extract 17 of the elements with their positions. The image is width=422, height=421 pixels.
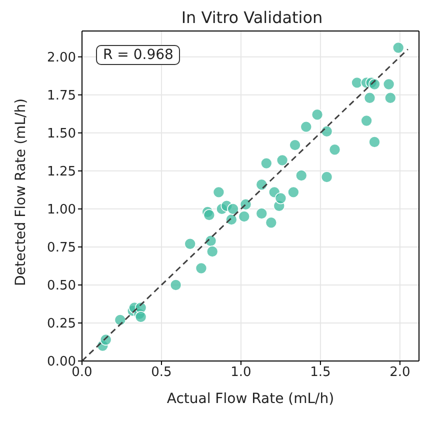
y-tick-label: 1.00 bbox=[47, 202, 76, 218]
x-tick-label: 0.5 bbox=[151, 365, 172, 380]
y-tick-label: 0.75 bbox=[47, 240, 76, 256]
x-tick-label: 0.0 bbox=[72, 365, 92, 380]
y-tick-label: 1.50 bbox=[47, 126, 76, 142]
y-tick-label: 1.25 bbox=[47, 164, 76, 180]
x-tick-label: 2.0 bbox=[390, 365, 410, 380]
annotation: R = 0.968 bbox=[96, 45, 180, 65]
y-tick-label: 2.00 bbox=[47, 50, 76, 66]
x-tick-label: 1.0 bbox=[230, 365, 252, 380]
y-tick-label: 1.75 bbox=[47, 88, 76, 104]
y-tick-label: 0.25 bbox=[47, 316, 76, 332]
y-tick-label: 0.50 bbox=[47, 278, 76, 294]
chart-title: In Vitro Validation bbox=[180, 8, 324, 27]
y-axis-title: Detected Flow Rate (mL/h) bbox=[12, 98, 29, 286]
x-axis-title: Actual Flow Rate (mL/h) bbox=[166, 391, 334, 407]
x-tick-label: 1.5 bbox=[310, 365, 331, 380]
